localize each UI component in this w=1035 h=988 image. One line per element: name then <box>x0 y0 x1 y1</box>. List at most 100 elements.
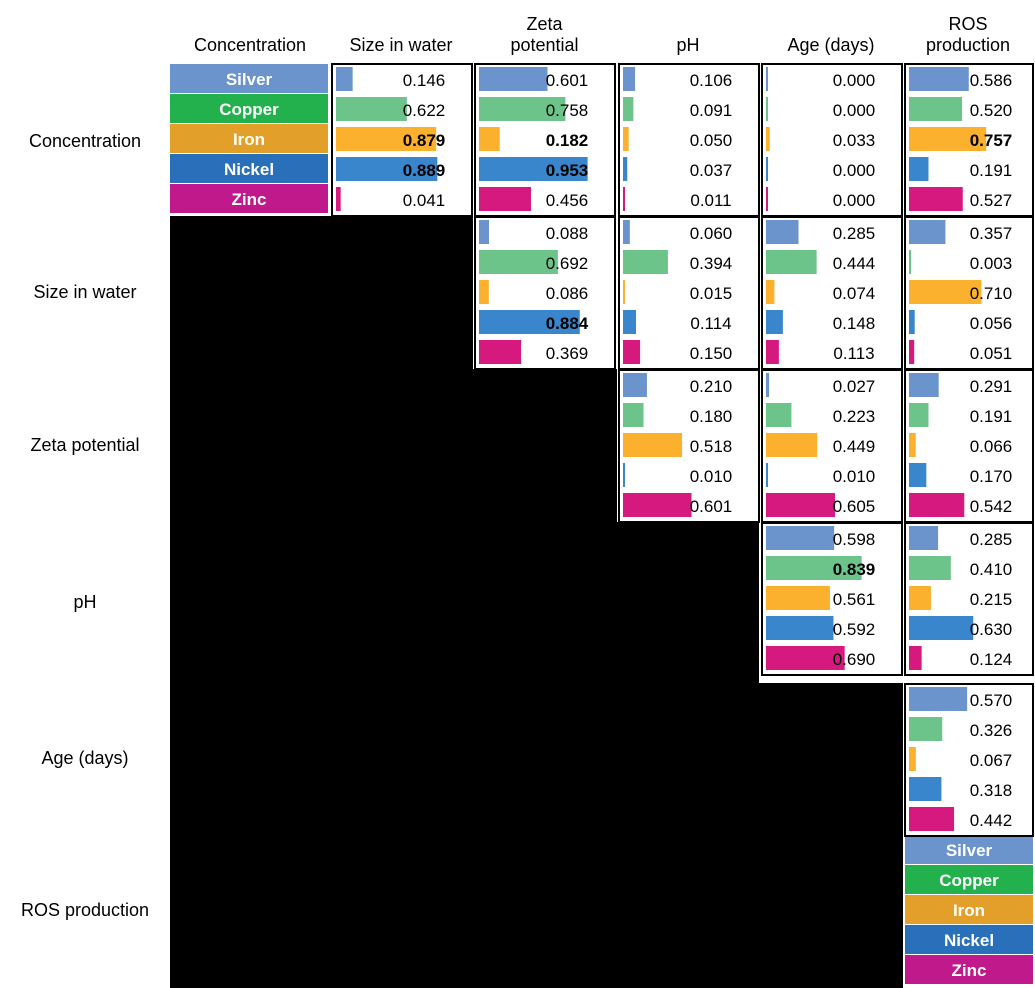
legend-bottom-iron-label: Iron <box>953 901 985 920</box>
value-ph-ros-production-silver: 0.285 <box>970 530 1013 549</box>
bar-ph-ros-production-iron <box>909 586 931 610</box>
lower-triangle-fill <box>759 683 903 988</box>
col-header-size-in-water: Size in water <box>349 35 453 55</box>
value-concentration-zeta-potential-silver: 0.601 <box>546 71 589 90</box>
bar-concentration-ph-iron <box>623 127 629 151</box>
col-header-ph: pH <box>676 35 700 55</box>
col-header-age: Age (days) <box>787 35 875 55</box>
value-concentration-ph-zinc: 0.011 <box>690 191 731 210</box>
bar-size-in-water-ros-production-iron <box>909 280 982 304</box>
legend-bottom-nickel-label: Nickel <box>944 931 994 950</box>
bar-zeta-potential-ros-production-iron <box>909 433 916 457</box>
bar-age-days-ros-production-silver <box>909 687 968 711</box>
legend-top-copper-bg <box>170 94 328 123</box>
value-concentration-ph-nickel: 0.037 <box>690 161 733 180</box>
legend-bottom-copper-bg <box>905 865 1033 894</box>
value-size-in-water-age-days-zinc: 0.113 <box>833 344 874 363</box>
value-ph-age-days-silver: 0.598 <box>833 530 876 549</box>
bar-age-days-ros-production-nickel <box>909 777 942 801</box>
bar-ph-age-days-iron <box>766 586 830 610</box>
legend-top-iron-bg <box>170 124 328 153</box>
value-concentration-ros-production-copper: 0.520 <box>970 101 1013 120</box>
value-zeta-potential-ph-iron: 0.518 <box>690 437 733 456</box>
bar-zeta-potential-ph-zinc <box>623 493 692 517</box>
bar-concentration-ph-zinc <box>623 187 625 211</box>
bar-size-in-water-zeta-potential-silver <box>479 220 490 244</box>
bar-size-in-water-ph-copper <box>623 250 668 274</box>
legend-top-silver-bg <box>170 64 328 93</box>
value-concentration-size-in-water-iron: 0.879 <box>403 131 446 150</box>
legend-top-nickel-label: Nickel <box>224 160 274 179</box>
bar-size-in-water-zeta-potential-iron <box>479 280 489 304</box>
value-zeta-potential-ros-production-iron: 0.066 <box>970 437 1013 456</box>
value-ph-age-days-nickel: 0.592 <box>833 620 876 639</box>
value-concentration-size-in-water-nickel: 0.889 <box>403 161 446 180</box>
legend-bottom-zinc-label: Zinc <box>952 961 987 980</box>
bar-concentration-ph-nickel <box>623 157 628 181</box>
value-ph-age-days-copper: 0.839 <box>833 560 876 579</box>
bar-ph-age-days-silver <box>766 526 835 550</box>
bar-zeta-potential-age-days-nickel <box>766 463 768 487</box>
col-header-concentration: Concentration <box>193 35 307 55</box>
value-size-in-water-ros-production-silver: 0.357 <box>970 224 1013 243</box>
bar-concentration-zeta-potential-nickel <box>479 157 588 181</box>
value-concentration-size-in-water-silver: 0.146 <box>403 71 446 90</box>
bar-age-days-ros-production-iron <box>909 747 916 771</box>
value-size-in-water-ph-iron: 0.015 <box>690 284 733 303</box>
bar-size-in-water-zeta-potential-copper <box>479 250 558 274</box>
legend-top-zinc-bg <box>170 184 328 213</box>
value-zeta-potential-age-days-silver: 0.027 <box>833 377 876 396</box>
legend-top-silver-label: Silver <box>226 70 273 89</box>
value-size-in-water-age-days-silver: 0.285 <box>833 224 876 243</box>
value-age-days-ros-production-zinc: 0.442 <box>970 811 1013 830</box>
bar-concentration-size-in-water-iron <box>336 127 437 151</box>
value-size-in-water-age-days-nickel: 0.148 <box>833 314 876 333</box>
bar-size-in-water-zeta-potential-nickel <box>479 310 580 334</box>
bar-age-days-ros-production-copper <box>909 717 943 741</box>
value-concentration-age-days-copper: 0.000 <box>833 101 876 120</box>
row-label-concentration: Concentration <box>28 130 142 151</box>
value-concentration-age-days-zinc: 0.000 <box>833 191 876 210</box>
bar-size-in-water-age-days-nickel <box>766 310 783 334</box>
lower-triangle-fill <box>617 522 759 988</box>
value-zeta-potential-ph-copper: 0.180 <box>690 407 733 426</box>
value-concentration-age-days-silver: 0.000 <box>833 71 876 90</box>
bar-zeta-potential-age-days-zinc <box>766 493 835 517</box>
value-age-days-ros-production-silver: 0.570 <box>970 691 1013 710</box>
bar-concentration-age-days-zinc <box>766 187 768 211</box>
value-ph-ros-production-nickel: 0.630 <box>970 620 1013 639</box>
value-concentration-ph-iron: 0.050 <box>690 131 733 150</box>
value-size-in-water-age-days-iron: 0.074 <box>833 284 876 303</box>
bar-size-in-water-ros-production-copper <box>909 250 911 274</box>
value-zeta-potential-ros-production-nickel: 0.170 <box>970 467 1013 486</box>
bar-size-in-water-age-days-zinc <box>766 340 779 364</box>
value-zeta-potential-ros-production-silver: 0.291 <box>970 377 1013 396</box>
bar-concentration-zeta-potential-silver <box>479 67 548 91</box>
row-label-ros-production: ROS production <box>20 900 150 920</box>
bar-ph-ros-production-copper <box>909 556 951 580</box>
col-header-ros-production: ROS production <box>903 12 1033 56</box>
lower-triangle-fill <box>170 216 330 988</box>
bar-concentration-size-in-water-nickel <box>336 157 438 181</box>
bar-concentration-age-days-iron <box>766 127 770 151</box>
legend-bottom-zinc-bg <box>905 955 1033 984</box>
value-concentration-ros-production-nickel: 0.191 <box>970 161 1013 180</box>
value-ph-age-days-zinc: 0.690 <box>833 650 876 669</box>
bar-concentration-size-in-water-zinc <box>336 187 341 211</box>
lower-triangle-fill <box>330 216 473 988</box>
value-size-in-water-ph-nickel: 0.114 <box>690 314 731 333</box>
value-zeta-potential-ph-zinc: 0.601 <box>690 497 733 516</box>
bar-concentration-size-in-water-silver <box>336 67 353 91</box>
bar-size-in-water-age-days-iron <box>766 280 775 304</box>
cell-box-concentration-ph <box>618 63 760 217</box>
bar-size-in-water-age-days-silver <box>766 220 799 244</box>
value-zeta-potential-age-days-copper: 0.223 <box>833 407 876 426</box>
bar-concentration-age-days-nickel <box>766 157 768 181</box>
row-label-ph: pH <box>73 592 97 612</box>
bar-zeta-potential-ros-production-zinc <box>909 493 965 517</box>
bar-zeta-potential-ros-production-nickel <box>909 463 927 487</box>
value-zeta-potential-age-days-iron: 0.449 <box>833 437 876 456</box>
value-size-in-water-ph-silver: 0.060 <box>690 224 733 243</box>
bar-concentration-age-days-silver <box>766 67 768 91</box>
col-header-zeta-text: Zeta potential <box>510 14 579 55</box>
